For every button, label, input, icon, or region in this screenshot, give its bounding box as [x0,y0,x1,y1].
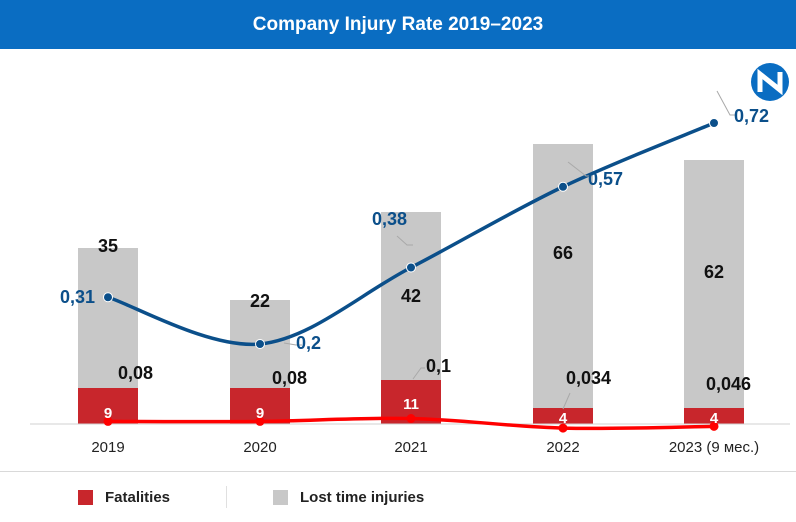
bar-fatalities-3 [533,408,593,424]
lti-rate-point-0 [103,292,113,303]
lti-rate-point-4 [709,118,719,128]
legend-separator [0,471,796,472]
x-tick-label-1: 2020 [243,439,276,456]
fatality-rate-leader-2 [412,367,425,380]
injury-chart: 2019 2020 2021 2022 2023 (9 мес.) 35 22 42 66 62 9… [30,90,790,456]
fatality-rate-label-4: 0,046 [706,374,751,394]
legend-item-lost-time: Lost time injuries [273,489,424,506]
legend-swatch-lost-time [273,490,288,505]
fatalities-value-label-2: 11 [403,396,419,413]
legend-label-lost-time: Lost time injuries [300,489,425,506]
fatality-rate-point-3 [558,423,568,433]
fatalities-value-label-4: 4 [710,410,719,427]
legend-label-fatalities: Fatalities [105,489,171,506]
x-tick-label-3: 2022 [546,439,579,456]
lti-rate-label-0: 0,31 [60,287,95,307]
fatality-rate-label-2: 0,1 [426,356,451,376]
fatality-rate-label-0: 0,08 [118,363,153,383]
legend: Fatalities Lost time injuries [0,472,796,522]
lti-rate-leader-1 [283,342,302,346]
fatalities-value-label-3: 4 [559,410,568,427]
lti-rate-leader-2 [396,235,413,246]
x-tick-label-4: 2023 (9 мес.) [669,439,759,456]
fatality-rate-point-4 [709,421,719,431]
lti-rate-label-2: 0,38 [372,209,407,229]
x-tick-label-2: 2021 [394,439,427,456]
lti-rate-label-1: 0,2 [296,333,321,353]
legend-item-fatalities: Fatalities [78,489,170,506]
lti-rate-point-3 [558,181,568,192]
fatality-rate-label-3: 0,034 [566,368,611,388]
fatality-rate-point-2 [406,414,416,423]
lti-rate-label-4: 0,72 [734,106,769,126]
lost-time-value-label-2: 42 [401,286,421,306]
bar-lost-time-0 [78,248,138,388]
fatality-rate-point-1 [255,416,265,426]
bar-fatalities-4 [684,408,744,424]
lti-rate-point-2 [406,262,416,273]
fatality-rate-point-0 [103,416,113,426]
legend-divider [226,486,227,508]
legend-swatch-fatalities [78,490,93,505]
lti-rate-point-1 [255,339,265,349]
fatalities-value-label-1: 9 [256,405,264,422]
x-tick-label-0: 2019 [91,439,124,456]
fatalities-value-label-0: 9 [104,405,112,422]
lost-time-value-label-4: 62 [704,262,724,282]
company-logo [751,63,789,101]
bar-lost-time-2 [381,212,441,380]
lost-time-value-label-3: 66 [553,243,573,263]
lti-rate-label-3: 0,57 [588,169,623,189]
lti-rate-leader-4 [716,90,736,116]
lost-time-value-label-1: 22 [250,291,270,311]
lti-rate-leader-3 [567,161,592,177]
lost-time-value-label-0: 35 [98,236,118,256]
chart-title: Company Injury Rate 2019–2023 [0,0,796,49]
bar-lost-time-4 [684,160,744,408]
fatality-rate-label-1: 0,08 [272,368,307,388]
fatality-rate-leader-3 [562,392,571,410]
